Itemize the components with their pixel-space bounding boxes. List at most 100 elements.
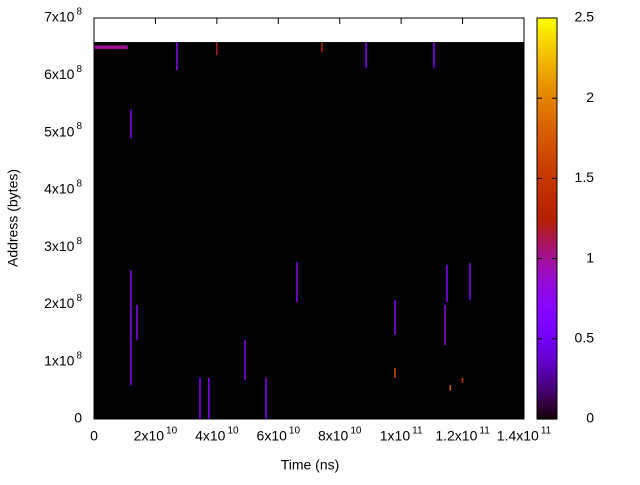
colorbar-swatch — [537, 414, 557, 418]
y-tick-label-exponent: 8 — [76, 7, 82, 18]
colorbar-swatch — [537, 196, 557, 200]
colorbar-swatch — [537, 116, 557, 119]
colorbar-swatch — [537, 322, 557, 326]
colorbar-swatch — [537, 234, 557, 238]
colorbar-swatch — [537, 408, 557, 412]
colorbar-swatch — [537, 396, 557, 400]
y-tick-label-exponent: 8 — [76, 236, 82, 247]
colorbar-swatch — [537, 398, 557, 402]
colorbar-swatch — [537, 140, 557, 143]
colorbar-swatch — [537, 210, 557, 214]
colorbar-swatch — [537, 374, 557, 378]
colorbar-swatch — [537, 334, 557, 338]
colorbar-swatch — [537, 152, 557, 155]
colorbar-swatch — [537, 250, 557, 254]
colorbar-swatch — [537, 308, 557, 312]
colorbar-swatch — [537, 238, 557, 242]
colorbar-swatch — [537, 318, 557, 322]
heatmap-streak — [394, 299, 396, 335]
x-tick-label-exponent: 11 — [541, 426, 552, 437]
colorbar-swatch — [537, 174, 557, 177]
colorbar-swatch — [537, 336, 557, 340]
colorbar-swatch — [537, 314, 557, 318]
heatmap-streak — [433, 42, 435, 68]
y-tick-label: 3x10 — [44, 238, 75, 254]
colorbar-swatch — [537, 402, 557, 406]
colorbar-swatch — [537, 342, 557, 346]
colorbar-swatch — [537, 30, 557, 33]
colorbar-swatch — [537, 280, 557, 284]
colorbar-swatch — [537, 106, 557, 109]
x-tick-label-exponent: 11 — [479, 426, 490, 437]
colorbar-swatch — [537, 356, 557, 360]
colorbar-swatch — [537, 364, 557, 368]
x-tick-label: 1.2x10 — [435, 428, 477, 444]
colorbar-swatch — [537, 348, 557, 352]
colorbar-swatch — [537, 376, 557, 380]
y-tick-label: 5x10 — [44, 123, 75, 139]
colorbar-swatch — [537, 302, 557, 306]
colorbar-swatch — [537, 90, 557, 93]
colorbar-swatch — [537, 416, 557, 420]
heatmap-streak — [321, 42, 323, 53]
x-tick-label: 4x10 — [195, 428, 226, 444]
colorbar-swatch — [537, 282, 557, 286]
colorbar-swatch — [537, 296, 557, 300]
x-tick-label: 1.4x10 — [497, 428, 539, 444]
colorbar-swatch — [537, 36, 557, 39]
colorbar-swatch — [537, 110, 557, 113]
colorbar-swatch — [537, 52, 557, 55]
colorbar-swatch — [537, 326, 557, 330]
colorbar-swatch — [537, 370, 557, 374]
colorbar-swatch — [537, 190, 557, 194]
colorbar-swatch — [537, 168, 557, 171]
colorbar-tick-label: 0 — [586, 410, 594, 426]
colorbar-swatch — [537, 386, 557, 390]
colorbar-swatch — [537, 164, 557, 167]
colorbar-swatch — [537, 86, 557, 89]
colorbar-swatch — [537, 380, 557, 384]
colorbar-swatch — [537, 240, 557, 244]
colorbar-swatch — [537, 108, 557, 111]
colorbar-swatch — [537, 56, 557, 59]
heatmap-streak — [216, 42, 218, 56]
colorbar-swatch — [537, 102, 557, 105]
y-tick-label-exponent: 8 — [76, 350, 82, 361]
colorbar-swatch — [537, 268, 557, 272]
colorbar-tick-label: 1 — [586, 249, 594, 265]
colorbar-swatch — [537, 224, 557, 228]
colorbar-swatch — [537, 350, 557, 354]
colorbar-swatch — [537, 312, 557, 316]
colorbar-swatch — [537, 338, 557, 342]
colorbar-swatch — [537, 286, 557, 290]
colorbar-swatch — [537, 150, 557, 153]
colorbar-swatch — [537, 274, 557, 278]
heatmap-background — [94, 42, 524, 420]
colorbar-swatch — [537, 22, 557, 25]
colorbar-swatch — [537, 288, 557, 292]
colorbar-swatch — [537, 310, 557, 314]
colorbar-swatch — [537, 38, 557, 41]
colorbar-swatch — [537, 410, 557, 414]
colorbar-swatch — [537, 44, 557, 47]
colorbar-swatch — [537, 134, 557, 137]
x-tick-label-exponent: 10 — [166, 426, 178, 437]
heatmap-streak — [199, 377, 201, 419]
colorbar-swatch — [537, 202, 557, 206]
colorbar-swatch — [537, 46, 557, 49]
colorbar-swatch — [537, 138, 557, 141]
colorbar-swatch — [537, 206, 557, 210]
colorbar-swatch — [537, 352, 557, 356]
colorbar-swatch — [537, 368, 557, 372]
colorbar-swatch — [537, 294, 557, 298]
colorbar-swatch — [537, 74, 557, 77]
colorbar-swatch — [537, 118, 557, 121]
colorbar-swatch — [537, 276, 557, 280]
colorbar-swatch — [537, 400, 557, 404]
heatmap-streak — [265, 377, 267, 419]
colorbar-swatch — [537, 358, 557, 362]
colorbar-swatch — [537, 142, 557, 145]
colorbar-swatch — [537, 272, 557, 276]
colorbar-swatch — [537, 226, 557, 230]
colorbar-swatch — [537, 130, 557, 133]
